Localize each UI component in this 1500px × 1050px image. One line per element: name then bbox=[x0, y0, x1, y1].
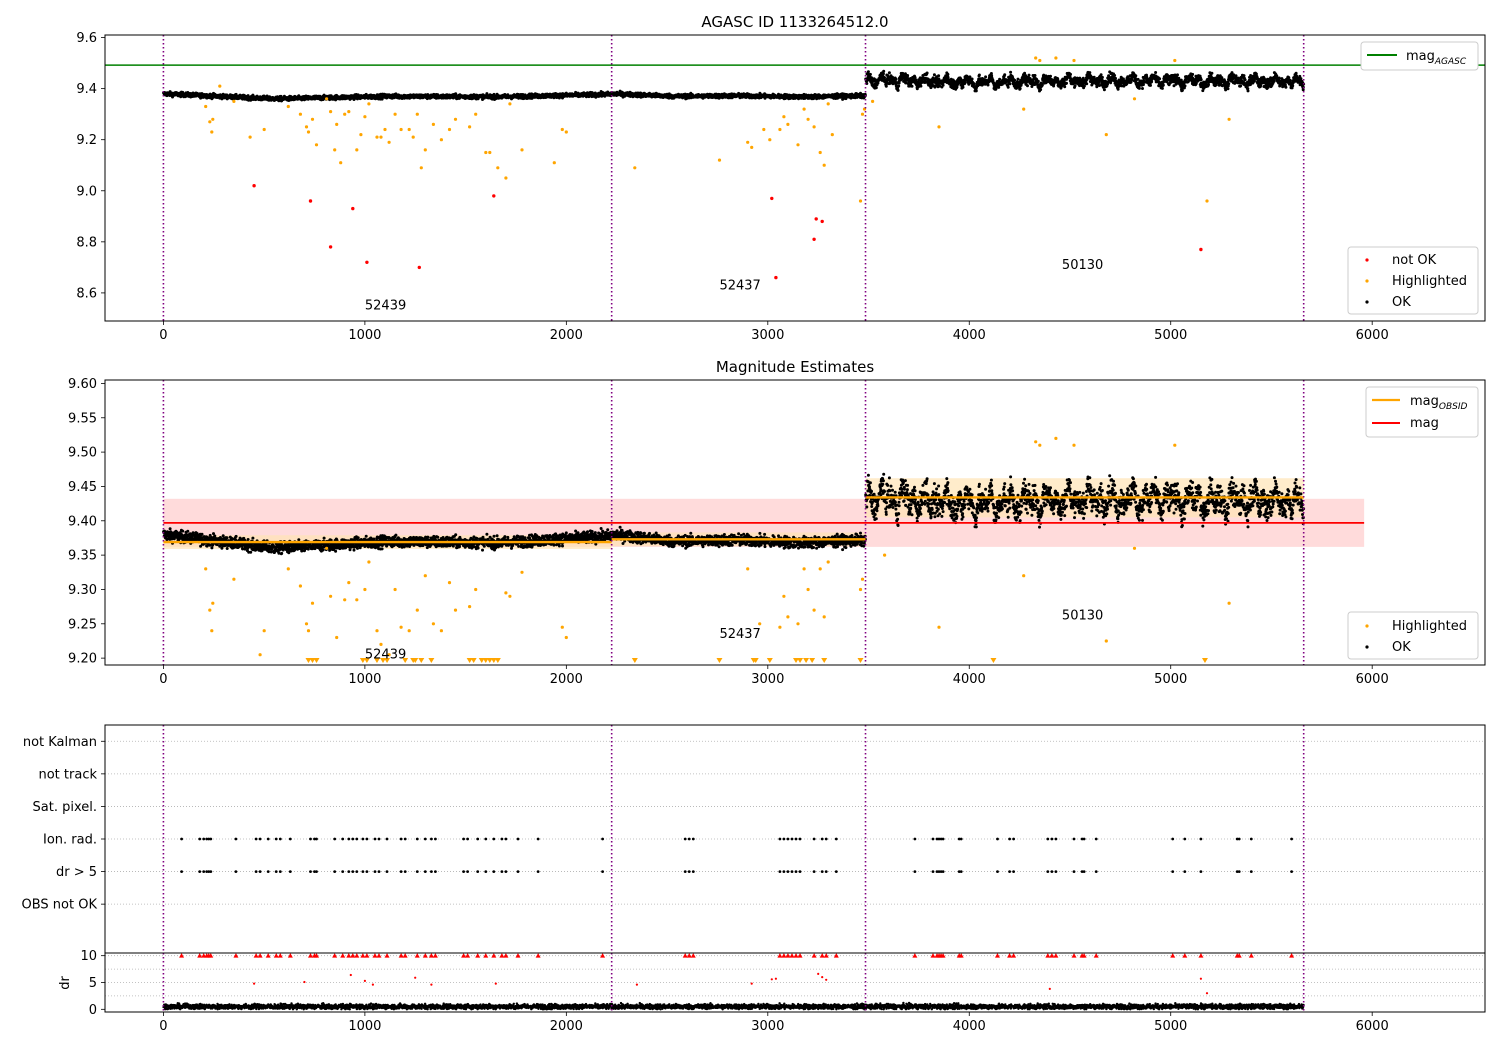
ok-point bbox=[1226, 87, 1230, 91]
ok-point bbox=[1239, 84, 1243, 88]
ok-point bbox=[1191, 72, 1195, 76]
ok-point bbox=[882, 69, 886, 73]
ok-point bbox=[1027, 73, 1031, 77]
ok-point bbox=[1088, 71, 1092, 75]
ok-point bbox=[1085, 82, 1089, 86]
ok-point bbox=[1039, 88, 1043, 92]
ok-point bbox=[1242, 74, 1246, 78]
ok-point bbox=[1160, 86, 1164, 90]
ok-point bbox=[1099, 73, 1103, 77]
ok-point bbox=[1073, 84, 1077, 88]
ok-point bbox=[919, 84, 923, 88]
ok-point bbox=[887, 71, 891, 75]
ok-point bbox=[906, 74, 910, 77]
ok-point bbox=[1134, 74, 1138, 78]
ok-point bbox=[897, 81, 901, 85]
ok-point bbox=[1154, 71, 1158, 74]
ok-point bbox=[977, 73, 981, 77]
agasc-panel-points bbox=[162, 56, 1306, 280]
ok-point bbox=[972, 82, 976, 86]
ok-point bbox=[961, 85, 965, 89]
ok-point bbox=[1006, 85, 1010, 89]
ok-point bbox=[914, 78, 918, 82]
ok-point bbox=[1009, 70, 1013, 74]
ok-point bbox=[265, 94, 269, 98]
ok-point bbox=[1210, 71, 1214, 75]
ok-point bbox=[1026, 84, 1029, 88]
ok-point bbox=[970, 77, 974, 81]
ok-point bbox=[1100, 75, 1104, 79]
ok-point bbox=[1063, 85, 1067, 89]
ok-point bbox=[1137, 86, 1141, 90]
ok-point bbox=[1003, 73, 1007, 77]
ok-point bbox=[1102, 88, 1106, 92]
ok-point bbox=[1065, 81, 1068, 85]
ok-point bbox=[1158, 77, 1162, 81]
ok-point bbox=[1252, 79, 1256, 83]
ok-point bbox=[884, 84, 888, 88]
ok-point bbox=[937, 74, 941, 78]
ok-point bbox=[1161, 83, 1165, 87]
ok-point bbox=[1243, 78, 1247, 82]
ok-point bbox=[1013, 78, 1017, 82]
ok-point bbox=[1207, 83, 1210, 87]
ok-point bbox=[1116, 87, 1120, 91]
ok-point bbox=[1016, 77, 1020, 81]
ok-point bbox=[946, 72, 950, 76]
ok-point bbox=[1149, 83, 1152, 87]
ok-point bbox=[1033, 74, 1037, 77]
ok-point bbox=[998, 77, 1002, 81]
ok-point bbox=[1246, 89, 1250, 93]
agasc-panel-title: AGASC ID 1133264512.0 bbox=[701, 13, 888, 31]
ok-point bbox=[925, 71, 929, 75]
ok-point bbox=[1176, 73, 1179, 77]
ok-point bbox=[1049, 74, 1052, 78]
ok-point bbox=[897, 84, 901, 88]
ok-point bbox=[1036, 79, 1040, 83]
ok-point bbox=[1069, 72, 1072, 76]
ok-point bbox=[941, 83, 945, 87]
ok-point bbox=[1141, 87, 1144, 90]
ok-point bbox=[1183, 84, 1187, 88]
ok-point bbox=[1199, 78, 1203, 82]
ok-point bbox=[868, 72, 872, 76]
ok-point bbox=[986, 83, 990, 87]
ok-point bbox=[974, 89, 978, 93]
ok-point bbox=[1113, 74, 1117, 77]
ok-point bbox=[1008, 82, 1012, 86]
ok-point bbox=[1227, 82, 1231, 86]
ok-point bbox=[896, 88, 900, 92]
ok-point bbox=[874, 86, 878, 90]
ok-point bbox=[866, 70, 870, 74]
ok-point bbox=[894, 77, 898, 81]
ok-point bbox=[910, 84, 914, 88]
ok-point bbox=[984, 75, 988, 79]
ok-point bbox=[1018, 87, 1022, 90]
